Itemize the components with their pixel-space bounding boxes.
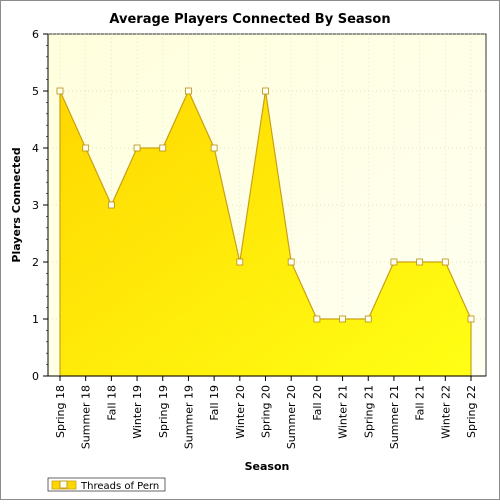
- data-point-marker: [236, 258, 244, 266]
- y-tick-labels: 0 1 2 3 4 5 6: [32, 28, 39, 383]
- x-tick-label: Spring 21: [362, 385, 375, 438]
- x-tick-label: Spring 19: [157, 385, 170, 438]
- y-tick-label: 3: [32, 199, 39, 212]
- data-point-marker: [262, 87, 269, 95]
- x-tick-label: Spring 18: [54, 385, 67, 438]
- legend-marker: [59, 480, 68, 489]
- x-tick-label: Fall 20: [311, 385, 324, 421]
- data-point-marker: [133, 144, 141, 152]
- data-point-marker: [185, 87, 192, 95]
- y-tick-label: 6: [32, 28, 39, 41]
- data-point-marker: [56, 87, 64, 95]
- data-point-marker: [159, 144, 167, 152]
- chart-title: Average Players Connected By Season: [109, 12, 390, 27]
- x-axis-title: Season: [245, 460, 290, 473]
- x-tick-label: Winter 20: [234, 385, 247, 439]
- data-point-marker: [339, 315, 346, 323]
- data-point-marker: [416, 258, 424, 266]
- legend-label: Threads of Pern: [80, 481, 159, 492]
- x-tick-label: Summer 20: [285, 385, 298, 449]
- data-point-marker: [287, 258, 295, 266]
- data-point-marker: [210, 144, 218, 152]
- legend: Threads of Pern: [47, 477, 166, 492]
- y-tick-label: 2: [32, 256, 39, 269]
- data-point-marker: [313, 315, 321, 323]
- y-tick-label: 4: [32, 142, 39, 155]
- x-tick-label: Fall 19: [208, 385, 221, 421]
- y-tick-label: 5: [32, 85, 39, 98]
- data-point-marker: [107, 201, 115, 209]
- x-tick-label: Summer 19: [182, 385, 195, 449]
- y-tick-label: 0: [32, 370, 39, 383]
- data-markers: [56, 87, 475, 323]
- x-tick-label: Winter 19: [131, 385, 144, 439]
- x-tick-label: Summer 18: [80, 385, 93, 449]
- data-point-marker: [467, 315, 475, 323]
- x-tick-label: Fall 18: [105, 385, 118, 421]
- data-point-marker: [441, 258, 449, 266]
- x-tick-label: Summer 21: [388, 385, 401, 449]
- x-tick-labels: Spring 18 Summer 18 Fall 18 Winter 19 Spring…: [54, 385, 478, 449]
- y-axis-title: Players Connected: [10, 147, 23, 262]
- x-tick-label: Fall 21: [414, 385, 427, 421]
- axes: [43, 33, 486, 381]
- legend-box: [47, 477, 166, 492]
- data-point-marker: [364, 315, 372, 323]
- x-tick-label: Winter 21: [337, 385, 350, 439]
- x-tick-label: Spring 20: [260, 385, 273, 438]
- data-point-marker: [82, 144, 90, 152]
- data-point-marker: [390, 258, 398, 266]
- y-tick-label: 1: [32, 313, 39, 326]
- x-tick-label: Spring 22: [465, 385, 478, 438]
- x-tick-label: Winter 22: [439, 385, 452, 439]
- area-fill: [59, 89, 472, 377]
